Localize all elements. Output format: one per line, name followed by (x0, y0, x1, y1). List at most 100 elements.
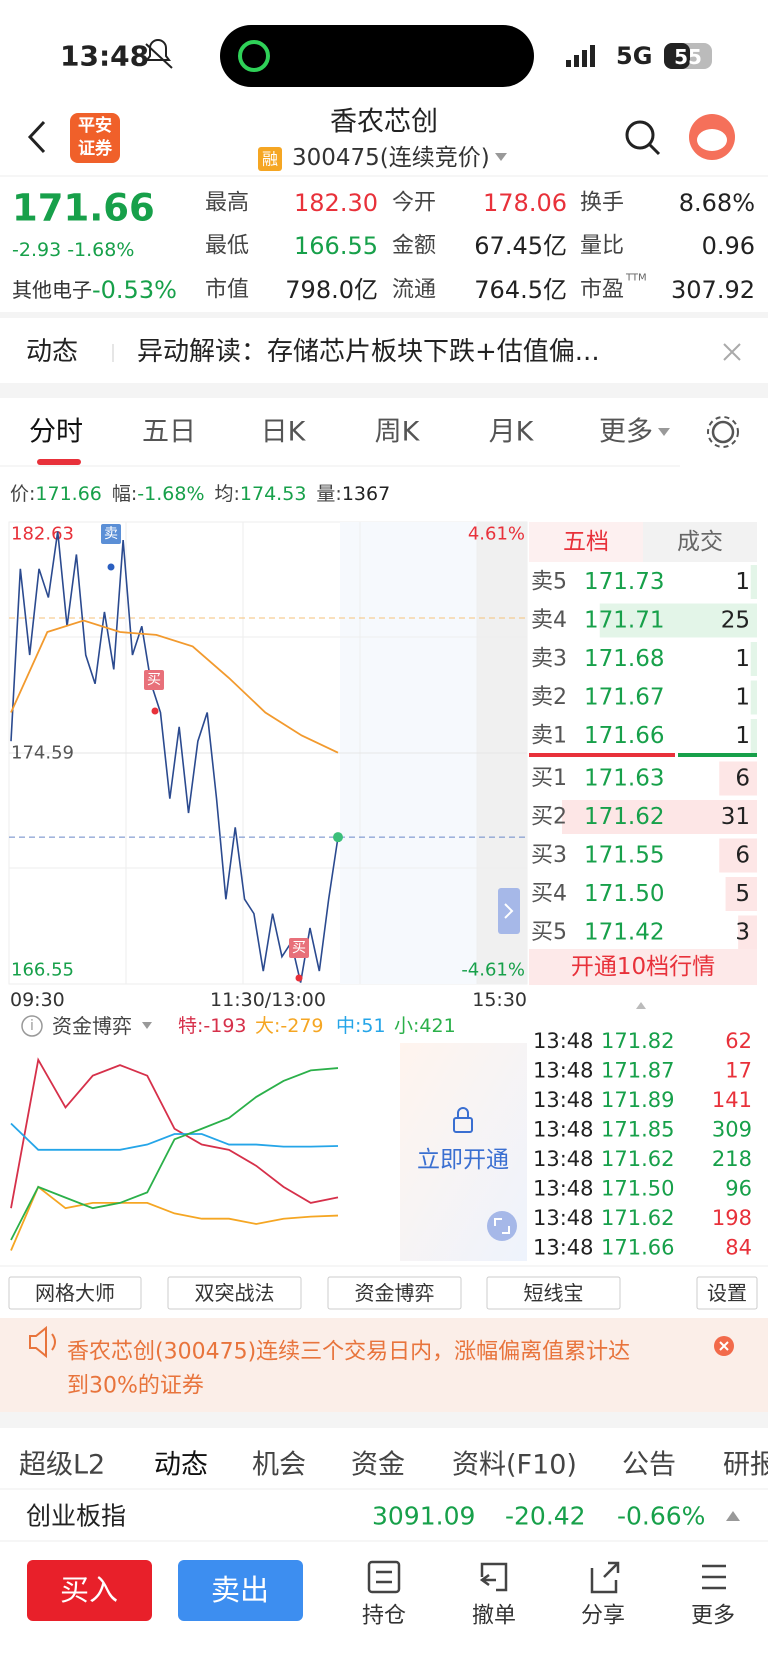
tool-button[interactable] (167, 1276, 302, 1310)
logo-text: 平安 (78, 115, 112, 136)
stat-label: 市盈 (580, 278, 624, 303)
period-tab[interactable]: 五日 (142, 417, 196, 448)
action-label[interactable]: 撤单 (472, 1604, 516, 1629)
news-text[interactable]: 异动解读：存储芯片板块下跌+估值偏... (137, 337, 600, 367)
detail-tab[interactable]: 资金 (351, 1450, 405, 1481)
stat-label: 流通 (392, 278, 436, 303)
tool-button[interactable] (696, 1276, 758, 1310)
trade-volume: 62 (725, 1029, 752, 1053)
info-line: 价:171.66 幅:-1.68% 均:174.53 量:1367 (10, 483, 390, 505)
news-close[interactable] (723, 343, 741, 361)
tool-label: 设置 (707, 1281, 747, 1305)
buy-button[interactable] (27, 1560, 152, 1621)
upgrade-bg[interactable] (529, 949, 757, 985)
book-label: 买2 (531, 805, 567, 830)
info-value: -1.68% (137, 483, 204, 505)
book-divider-red (529, 753, 675, 757)
side-toggle[interactable] (498, 888, 520, 934)
battery-text: 55 (674, 45, 702, 69)
stock-code: 300475(连续竞价) (292, 145, 490, 171)
sell-label: 卖出 (211, 1573, 269, 1607)
tool-button[interactable] (8, 1276, 142, 1310)
sell-button[interactable] (178, 1560, 303, 1621)
dropdown-arrow[interactable] (495, 153, 507, 161)
stat-value: 8.68% (679, 189, 755, 217)
flow-title[interactable]: 资金博弈 (52, 1014, 132, 1038)
period-tab[interactable]: 分时 (29, 417, 83, 448)
action-label[interactable]: 持仓 (362, 1604, 406, 1629)
trade-time: 13:48 (533, 1236, 594, 1260)
tool-label: 双突战法 (195, 1281, 275, 1305)
y-tick-label: 182.63 (11, 524, 74, 545)
detail-tab[interactable]: 动态 (154, 1450, 208, 1481)
index-value: 3091.09 (372, 1502, 475, 1531)
news-tag: 动态 (26, 337, 78, 367)
flow-legend: 中:51 (336, 1015, 386, 1037)
trade-volume: 96 (725, 1177, 752, 1201)
book-label: 买4 (531, 882, 567, 907)
trade-price: 171.82 (601, 1029, 674, 1053)
settings-gear-teeth (707, 416, 739, 448)
info-icon[interactable] (21, 1015, 43, 1037)
detail-tab[interactable]: 资料(F10) (452, 1450, 577, 1481)
trade-time: 13:48 (533, 1059, 594, 1083)
index-name: 创业板指 (26, 1502, 126, 1531)
action-label[interactable]: 分享 (581, 1604, 625, 1629)
book-volume: 5 (735, 881, 750, 907)
action-label[interactable]: 更多 (691, 1604, 735, 1629)
trade-time: 13:48 (533, 1118, 594, 1142)
series-line (10, 531, 339, 983)
y-tick-label: 166.55 (11, 960, 74, 981)
stat-value: 307.92 (671, 276, 755, 304)
unlock-link[interactable]: 立即开通 (417, 1147, 509, 1173)
book-divider-green (678, 753, 757, 757)
book-price: 171.73 (584, 569, 664, 595)
upgrade-link[interactable]: 开通10档行情 (571, 954, 715, 980)
detail-tab[interactable]: 研报 (723, 1450, 768, 1481)
search-handle (648, 143, 661, 156)
search-button[interactable] (625, 120, 655, 150)
tool-label: 资金博弈 (355, 1281, 435, 1305)
book-tab[interactable]: 成交 (677, 529, 723, 555)
tab-underline (37, 459, 81, 465)
period-tab[interactable]: 周K (375, 417, 421, 448)
period-tab[interactable]: 日K (261, 417, 307, 448)
trade-volume: 84 (725, 1236, 752, 1260)
x-tick-label: 09:30 (10, 989, 65, 1011)
back-button[interactable] (27, 120, 46, 154)
book-price: 171.62 (584, 804, 664, 830)
book-label: 卖1 (531, 724, 567, 749)
stock-name: 香农芯创 (330, 107, 438, 138)
detail-tab[interactable]: 超级L2 (19, 1450, 105, 1481)
book-volume: 25 (721, 608, 750, 634)
stat-value: 182.30 (294, 189, 378, 217)
info-label: 幅: (112, 483, 137, 505)
period-tab[interactable]: 更多 (599, 417, 653, 448)
tool-button[interactable] (327, 1276, 462, 1310)
period-tab[interactable]: 月K (489, 417, 535, 448)
detail-tab[interactable]: 公告 (622, 1450, 676, 1481)
book-label: 卖4 (531, 608, 567, 633)
trade-time: 13:48 (533, 1206, 594, 1230)
book-price: 171.55 (584, 843, 664, 869)
series-line (10, 1122, 339, 1151)
flow-dropdown[interactable] (142, 1022, 152, 1029)
tab-bg (643, 522, 757, 562)
expand-button[interactable] (487, 1211, 517, 1241)
book-tab[interactable]: 五档 (563, 529, 609, 555)
notice-close-x (719, 1341, 729, 1351)
dynamic-island (220, 25, 534, 87)
tool-button[interactable] (486, 1276, 621, 1310)
notice-bg (0, 1318, 768, 1412)
settings-gear[interactable] (711, 420, 735, 444)
sector-change: -0.53% (92, 276, 177, 304)
index-expand[interactable] (726, 1511, 740, 1521)
speaker-icon (29, 1325, 56, 1359)
book-volume: 1 (735, 646, 750, 672)
stat-label: 金额 (392, 234, 436, 259)
book-volume: 1 (735, 723, 750, 749)
book-price: 171.66 (584, 723, 664, 749)
y2-tick-label: 4.61% (468, 524, 525, 545)
action-icons (367, 1560, 726, 1594)
detail-tab[interactable]: 机会 (252, 1450, 306, 1481)
